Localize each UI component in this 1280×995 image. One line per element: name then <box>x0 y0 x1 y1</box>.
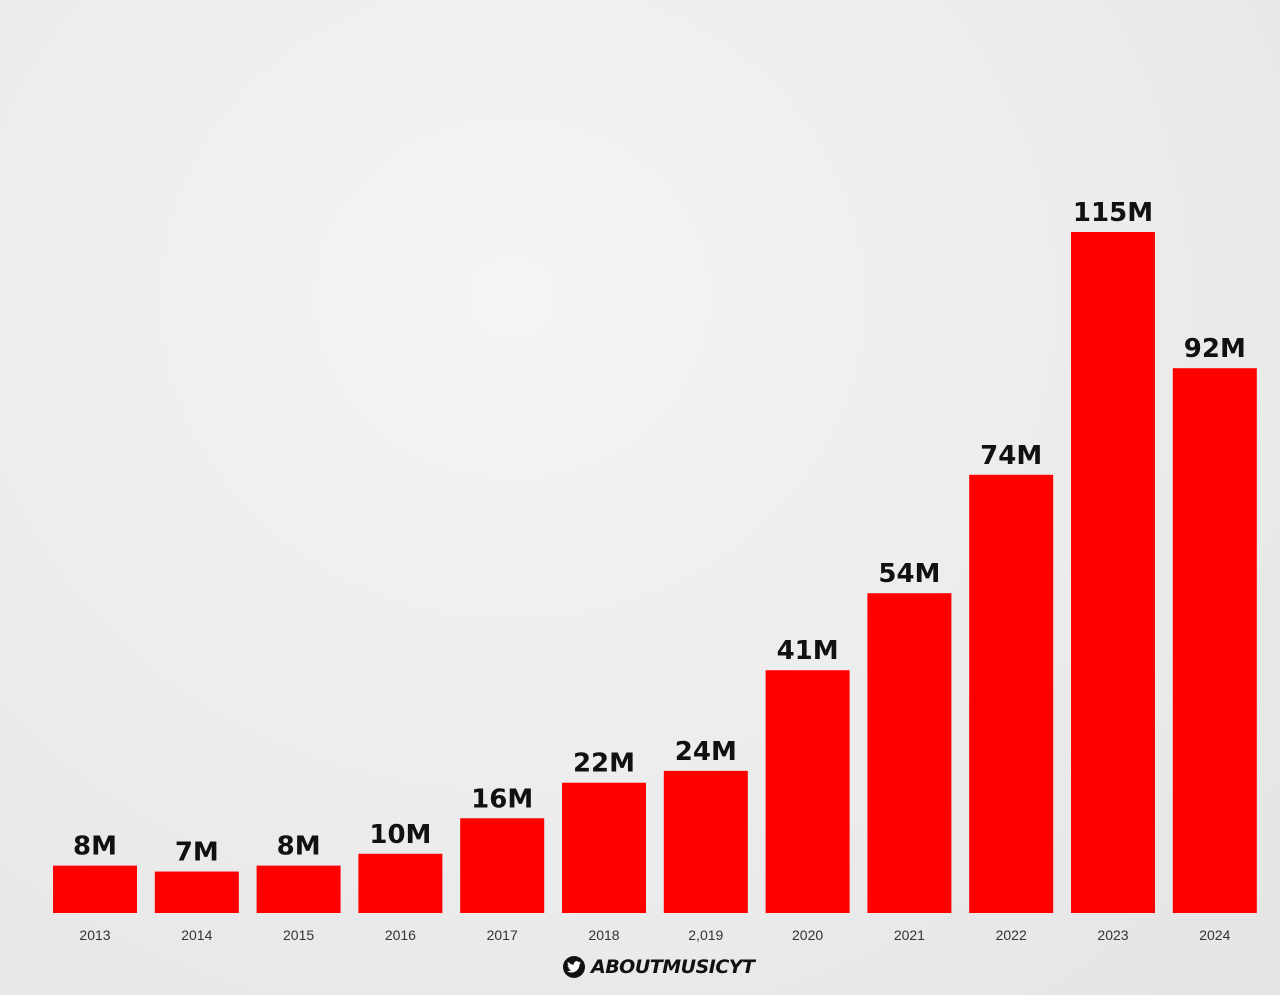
data-label: 10M <box>369 820 431 850</box>
bar-2018 <box>562 782 646 913</box>
data-label: 8M <box>277 832 321 862</box>
bar-2016 <box>358 853 443 913</box>
bar-2,019 <box>663 770 748 913</box>
bar-2020 <box>765 670 850 913</box>
watermark-handle: ABOUTMUSICYT <box>591 956 755 978</box>
bar-2021 <box>867 593 952 913</box>
x-tick-label: 2014 <box>181 927 212 943</box>
bar-2024 <box>1172 368 1257 913</box>
bar-2013 <box>53 865 137 913</box>
data-label: 7M <box>175 838 219 868</box>
data-label: 8M <box>73 832 117 862</box>
data-label: 41M <box>777 636 839 666</box>
data-label: 22M <box>573 749 635 779</box>
data-label: 54M <box>878 559 940 589</box>
x-tick-label: 2021 <box>894 927 925 943</box>
data-label: 24M <box>675 737 737 767</box>
x-tick-label: 2020 <box>792 927 823 943</box>
bar-2023 <box>1071 232 1155 913</box>
twitter-icon <box>563 956 585 978</box>
x-tick-label: 2013 <box>79 927 110 943</box>
data-label: 115M <box>1073 198 1153 228</box>
x-tick-label: 2,019 <box>688 927 723 943</box>
x-tick-label: 2016 <box>385 927 416 943</box>
bar-2014 <box>154 871 239 913</box>
watermark: ABOUTMUSICYT <box>563 956 755 978</box>
bar-2017 <box>460 818 545 913</box>
data-label: 92M <box>1184 334 1246 364</box>
x-tick-label: 2018 <box>588 927 619 943</box>
x-tick-label: 2022 <box>996 927 1027 943</box>
bar-2022 <box>969 474 1054 913</box>
x-tick-label: 2015 <box>283 927 314 943</box>
x-tick-label: 2023 <box>1097 927 1128 943</box>
data-label: 16M <box>471 784 533 814</box>
data-label: 74M <box>980 441 1042 471</box>
bar-2015 <box>256 865 341 913</box>
x-tick-label: 2017 <box>487 927 518 943</box>
x-tick-label: 2024 <box>1199 927 1230 943</box>
